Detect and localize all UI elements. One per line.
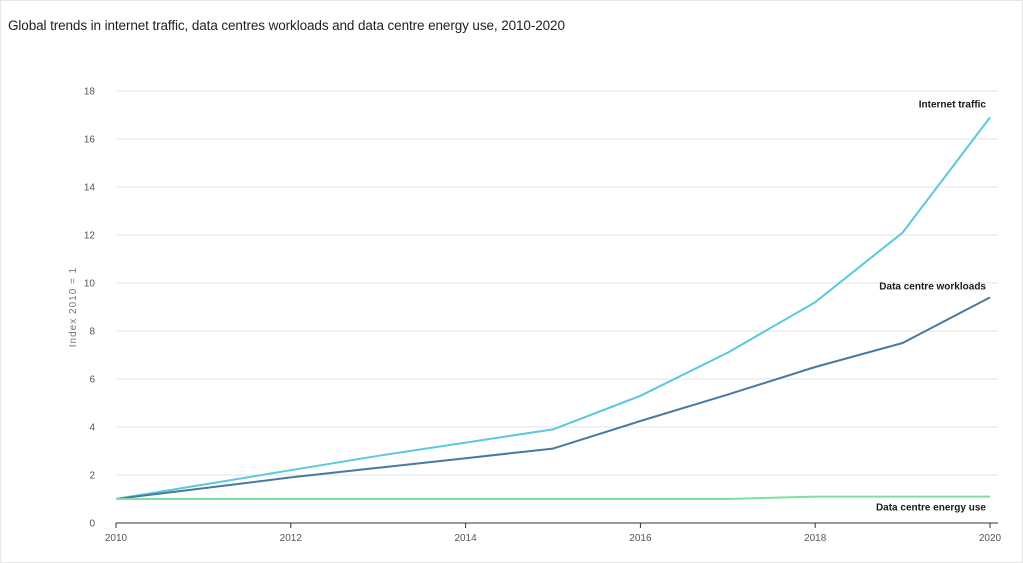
gridlines	[116, 90, 998, 476]
x-axis: 2010 2012 2014 2016 2018 2020	[105, 522, 1002, 544]
x-tick-label: 2020	[979, 533, 1002, 544]
series-label-data-centre-energy-use: Data centre energy use	[876, 503, 986, 514]
y-tick-label: 14	[84, 183, 96, 194]
series-labels: Internet traffic Data centre workloads Dat…	[876, 99, 986, 513]
series-line-internet-traffic	[115, 116, 991, 500]
y-tick-label: 0	[89, 519, 95, 530]
chart-title: Global trends in internet traffic, data …	[8, 18, 565, 33]
y-tick-label: 16	[84, 135, 96, 146]
x-tick-label: 2010	[105, 533, 128, 544]
y-tick-label: 12	[84, 231, 96, 242]
y-tick-label: 4	[89, 423, 95, 434]
series-label-data-centre-workloads: Data centre workloads	[879, 281, 986, 292]
y-tick-label: 8	[89, 327, 95, 338]
x-tick-label: 2016	[629, 533, 652, 544]
series-label-internet-traffic: Internet traffic	[919, 99, 987, 110]
series-line-data-centre-workloads	[115, 296, 991, 500]
x-tick-label: 2012	[280, 533, 303, 544]
x-tick-label: 2014	[454, 533, 477, 544]
y-tick-label: 2	[89, 471, 95, 482]
y-tick-label: 6	[89, 375, 95, 386]
x-tick-label: 2018	[804, 533, 827, 544]
series-lines	[115, 116, 991, 500]
y-axis-label: Index 2010 = 1	[68, 267, 79, 347]
y-tick-labels: 0 2 4 6 8 10 12 14 16 18	[84, 87, 96, 530]
series-line-data-centre-energy-use	[116, 495, 990, 500]
y-tick-label: 10	[84, 279, 96, 290]
y-tick-label: 18	[84, 87, 96, 98]
